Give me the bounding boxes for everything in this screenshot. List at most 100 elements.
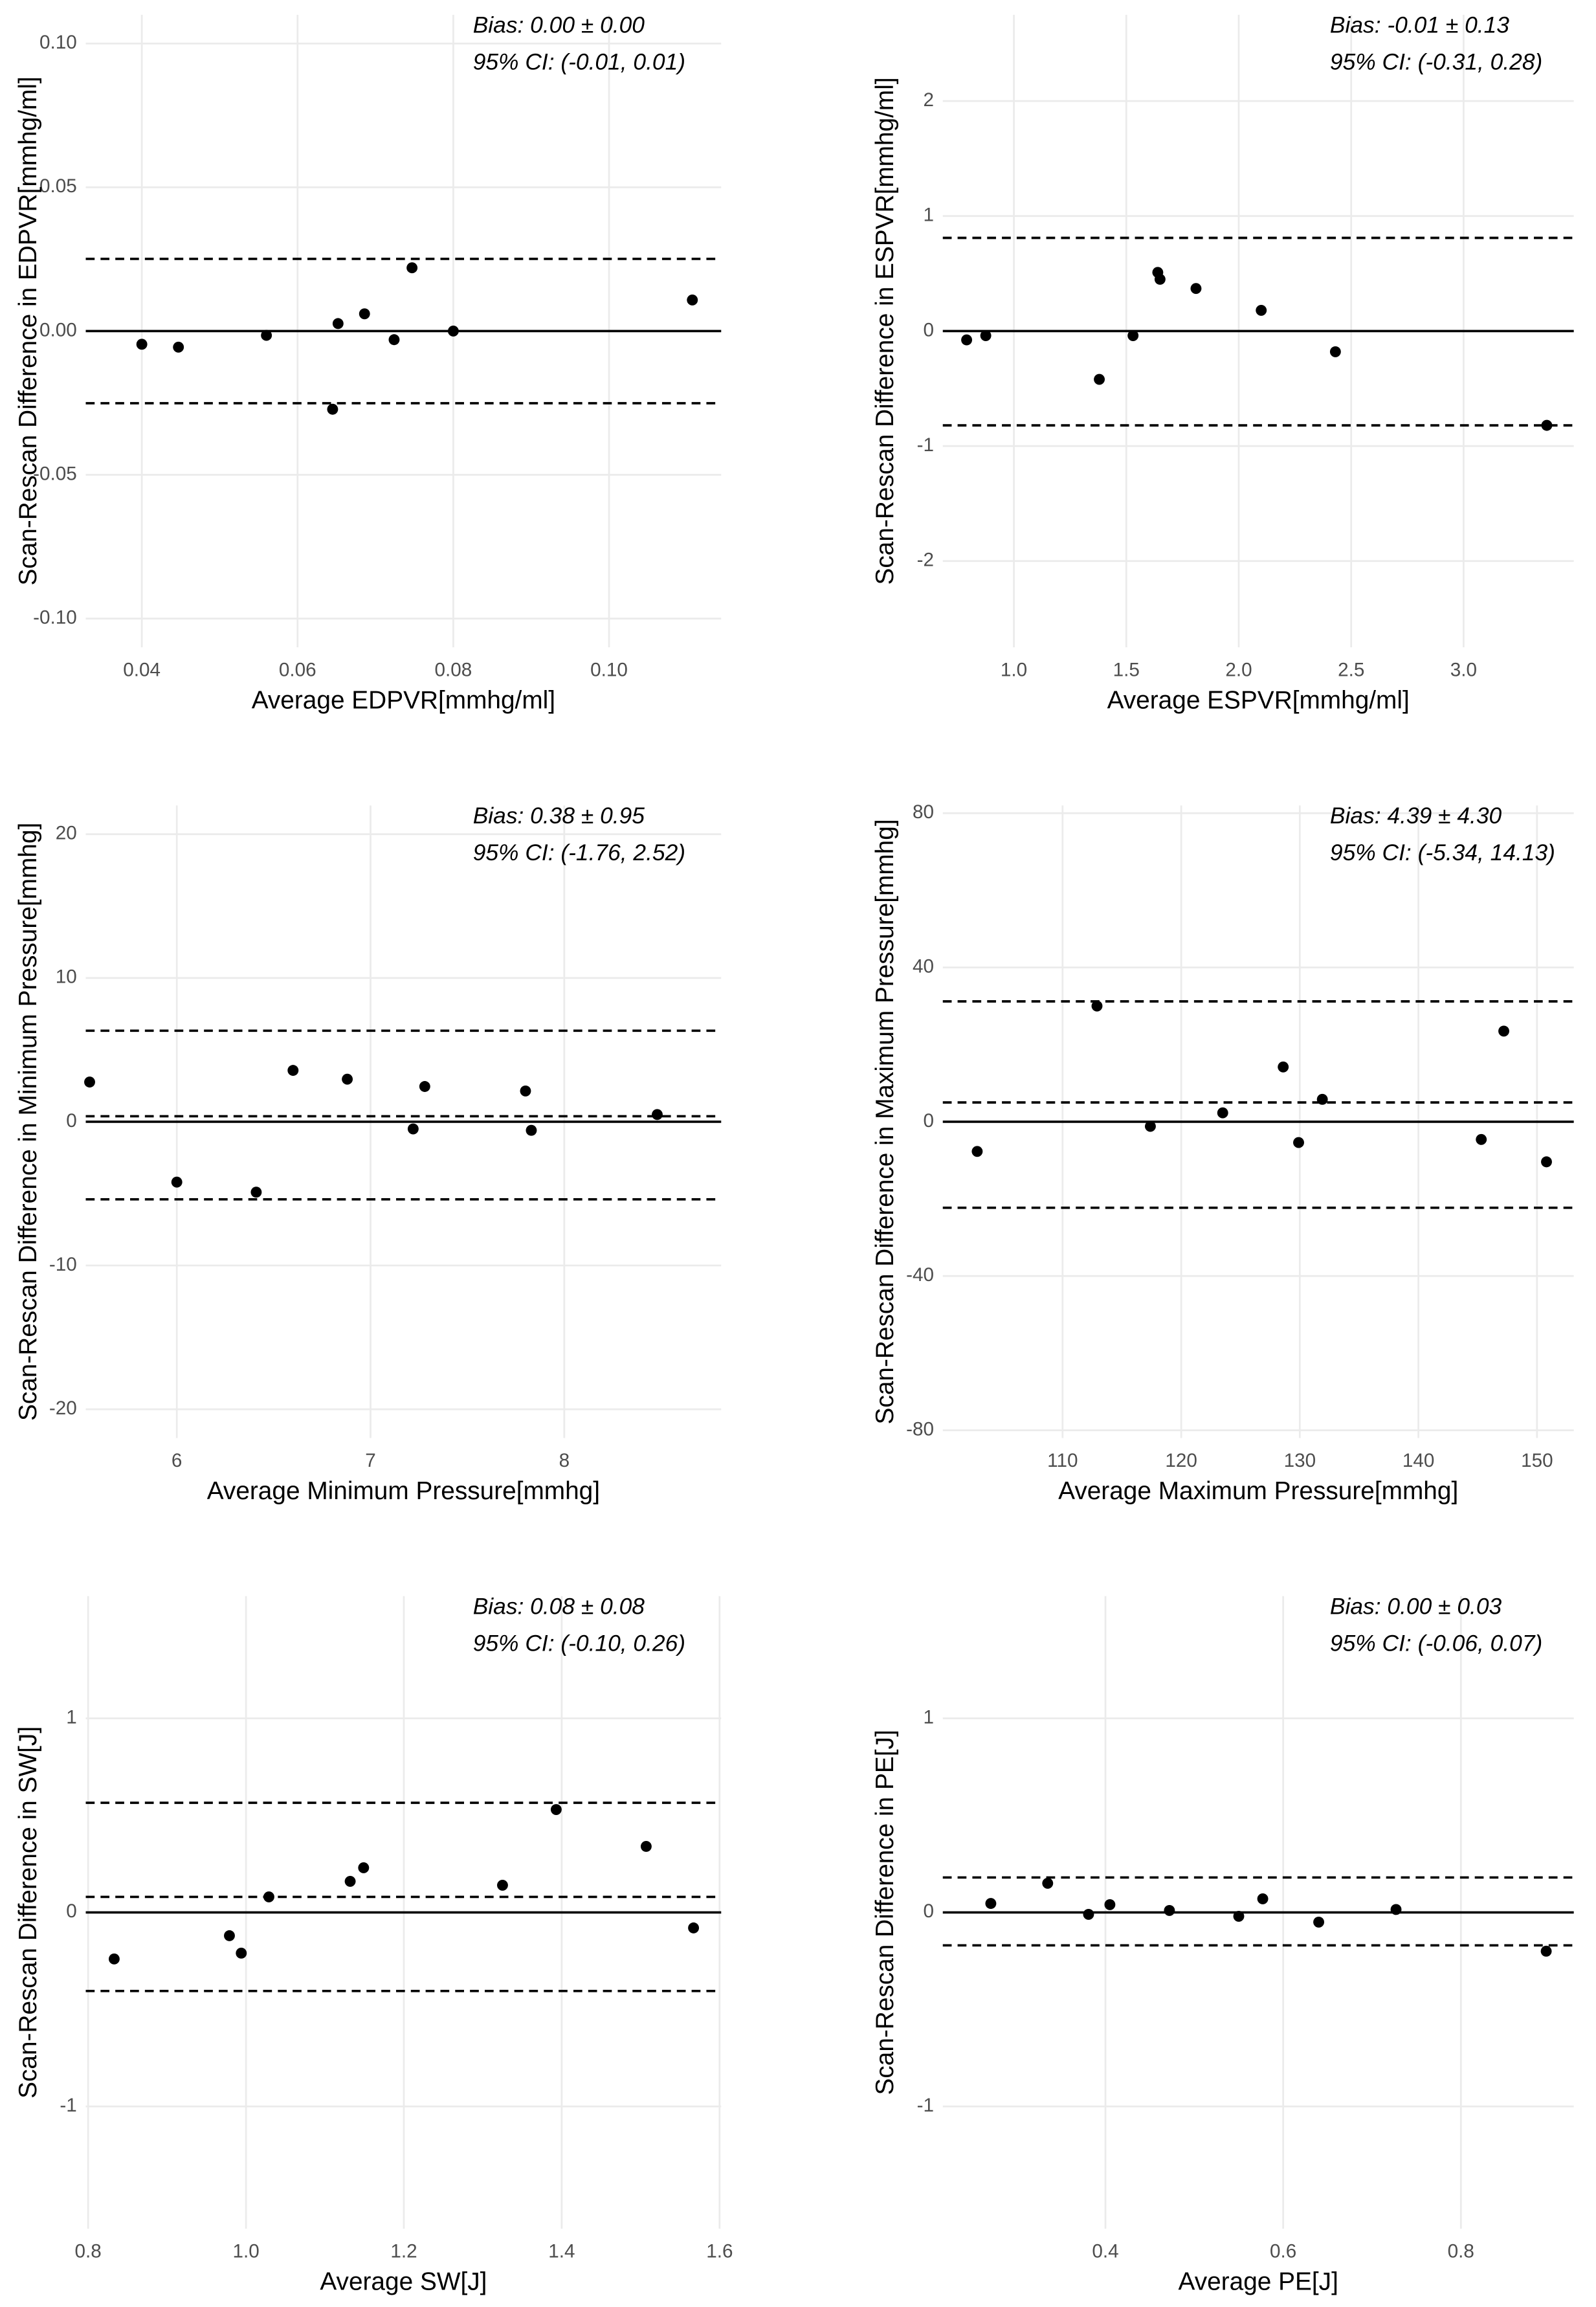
point <box>327 403 338 415</box>
point <box>1190 283 1202 295</box>
annotation: Bias: 0.08 ± 0.08 <box>473 1594 645 1619</box>
point <box>236 1947 247 1959</box>
x-tick-label: 0.06 <box>279 659 316 680</box>
point <box>173 341 184 353</box>
y-axis-title: Scan-Rescan Difference in Minimum Pressu… <box>14 823 42 1421</box>
point <box>980 330 992 341</box>
y-tick-label: 20 <box>56 823 77 844</box>
x-tick-label: 140 <box>1402 1450 1435 1471</box>
point <box>550 1804 562 1815</box>
point <box>407 1123 419 1135</box>
x-tick-label: 150 <box>1521 1450 1553 1471</box>
y-tick-label: 2 <box>924 89 935 111</box>
x-tick-label: 0.8 <box>1448 2240 1474 2262</box>
point <box>1257 1893 1269 1904</box>
x-tick-label: 0.6 <box>1270 2240 1296 2262</box>
point <box>388 334 400 346</box>
point <box>1316 1093 1328 1105</box>
point <box>1217 1107 1228 1119</box>
y-tick-label: 40 <box>913 955 934 977</box>
annotation: 95% CI: (-5.34, 14.13) <box>1330 840 1555 865</box>
x-tick-label: 0.08 <box>435 659 472 680</box>
annotation: 95% CI: (-0.31, 0.28) <box>1330 50 1542 75</box>
x-tick-label: 0.10 <box>590 659 628 680</box>
x-tick-label: 3.0 <box>1450 659 1477 680</box>
annotation: Bias: 0.38 ± 0.95 <box>473 803 645 829</box>
point <box>1390 1904 1402 1915</box>
y-tick-label: 0 <box>66 1110 77 1131</box>
point <box>652 1109 663 1120</box>
y-tick-label: 0 <box>924 319 935 340</box>
point <box>520 1085 531 1097</box>
point <box>1104 1899 1116 1910</box>
point <box>359 308 370 320</box>
x-tick-label: 0.04 <box>123 659 161 680</box>
y-tick-label: 0 <box>924 1110 935 1131</box>
annotation: Bias: 4.39 ± 4.30 <box>1330 803 1502 829</box>
point <box>1083 1908 1094 1920</box>
x-tick-label: 8 <box>559 1450 570 1471</box>
x-tick-label: 6 <box>172 1450 183 1471</box>
y-axis-title: Scan-Rescan Difference in Maximum Pressu… <box>871 819 899 1424</box>
point <box>971 1146 983 1157</box>
point <box>136 339 148 350</box>
point <box>1091 1000 1103 1012</box>
annotation: Bias: 0.00 ± 0.03 <box>1330 1594 1502 1619</box>
point <box>287 1065 299 1076</box>
point <box>224 1930 235 1941</box>
point <box>263 1891 274 1902</box>
y-tick-label: -0.10 <box>33 607 77 628</box>
point <box>406 262 418 274</box>
point <box>1154 274 1166 285</box>
y-tick-label: -10 <box>49 1254 77 1275</box>
x-axis-title: Average SW[J] <box>320 2268 487 2296</box>
x-tick-label: 110 <box>1047 1450 1078 1471</box>
x-tick-label: 130 <box>1284 1450 1316 1471</box>
y-tick-label: 0 <box>66 1900 77 1922</box>
point <box>688 1922 700 1934</box>
point <box>985 1898 997 1910</box>
x-axis-title: Average Minimum Pressure[mmhg] <box>207 1477 600 1505</box>
y-tick-label: 0 <box>924 1900 935 1922</box>
y-axis-title: Scan-Rescan Difference in EDPVR[mmhg/ml] <box>14 76 42 585</box>
y-tick-label: 10 <box>56 966 77 988</box>
point <box>1094 373 1105 385</box>
point <box>250 1187 262 1198</box>
x-tick-label: 0.4 <box>1092 2240 1118 2262</box>
x-tick-label: 0.8 <box>75 2240 102 2262</box>
point <box>1293 1137 1304 1148</box>
y-tick-label: -80 <box>906 1418 934 1440</box>
x-tick-label: 1.6 <box>706 2240 733 2262</box>
x-axis-title: Average ESPVR[mmhg/ml] <box>1107 687 1410 715</box>
y-tick-label: 1 <box>924 1706 935 1728</box>
point <box>171 1176 183 1188</box>
point <box>332 318 344 329</box>
y-tick-label: 0.10 <box>39 32 77 53</box>
annotation: Bias: -0.01 ± 0.13 <box>1330 12 1509 38</box>
point <box>497 1879 508 1891</box>
y-tick-label: 1 <box>66 1706 77 1728</box>
point <box>1541 1156 1552 1168</box>
point <box>1541 419 1553 431</box>
point <box>447 325 459 337</box>
x-axis-title: Average Maximum Pressure[mmhg] <box>1058 1477 1458 1505</box>
point <box>261 329 272 341</box>
point <box>419 1081 430 1092</box>
point <box>1233 1910 1245 1922</box>
point <box>358 1862 370 1873</box>
y-tick-label: -1 <box>60 2095 76 2116</box>
y-tick-label: 0.00 <box>39 319 77 340</box>
y-tick-label: 1 <box>924 205 935 226</box>
y-tick-label: -1 <box>917 434 934 456</box>
y-tick-label: -40 <box>906 1264 934 1286</box>
annotation: Bias: 0.00 ± 0.00 <box>473 12 645 38</box>
x-tick-label: 1.2 <box>390 2240 417 2262</box>
annotation: 95% CI: (-0.01, 0.01) <box>473 50 685 75</box>
annotation: 95% CI: (-0.06, 0.07) <box>1330 1631 1542 1656</box>
point <box>1144 1120 1156 1132</box>
point <box>1540 1945 1552 1957</box>
x-tick-label: 7 <box>365 1450 376 1471</box>
y-tick-label: -20 <box>49 1398 77 1419</box>
